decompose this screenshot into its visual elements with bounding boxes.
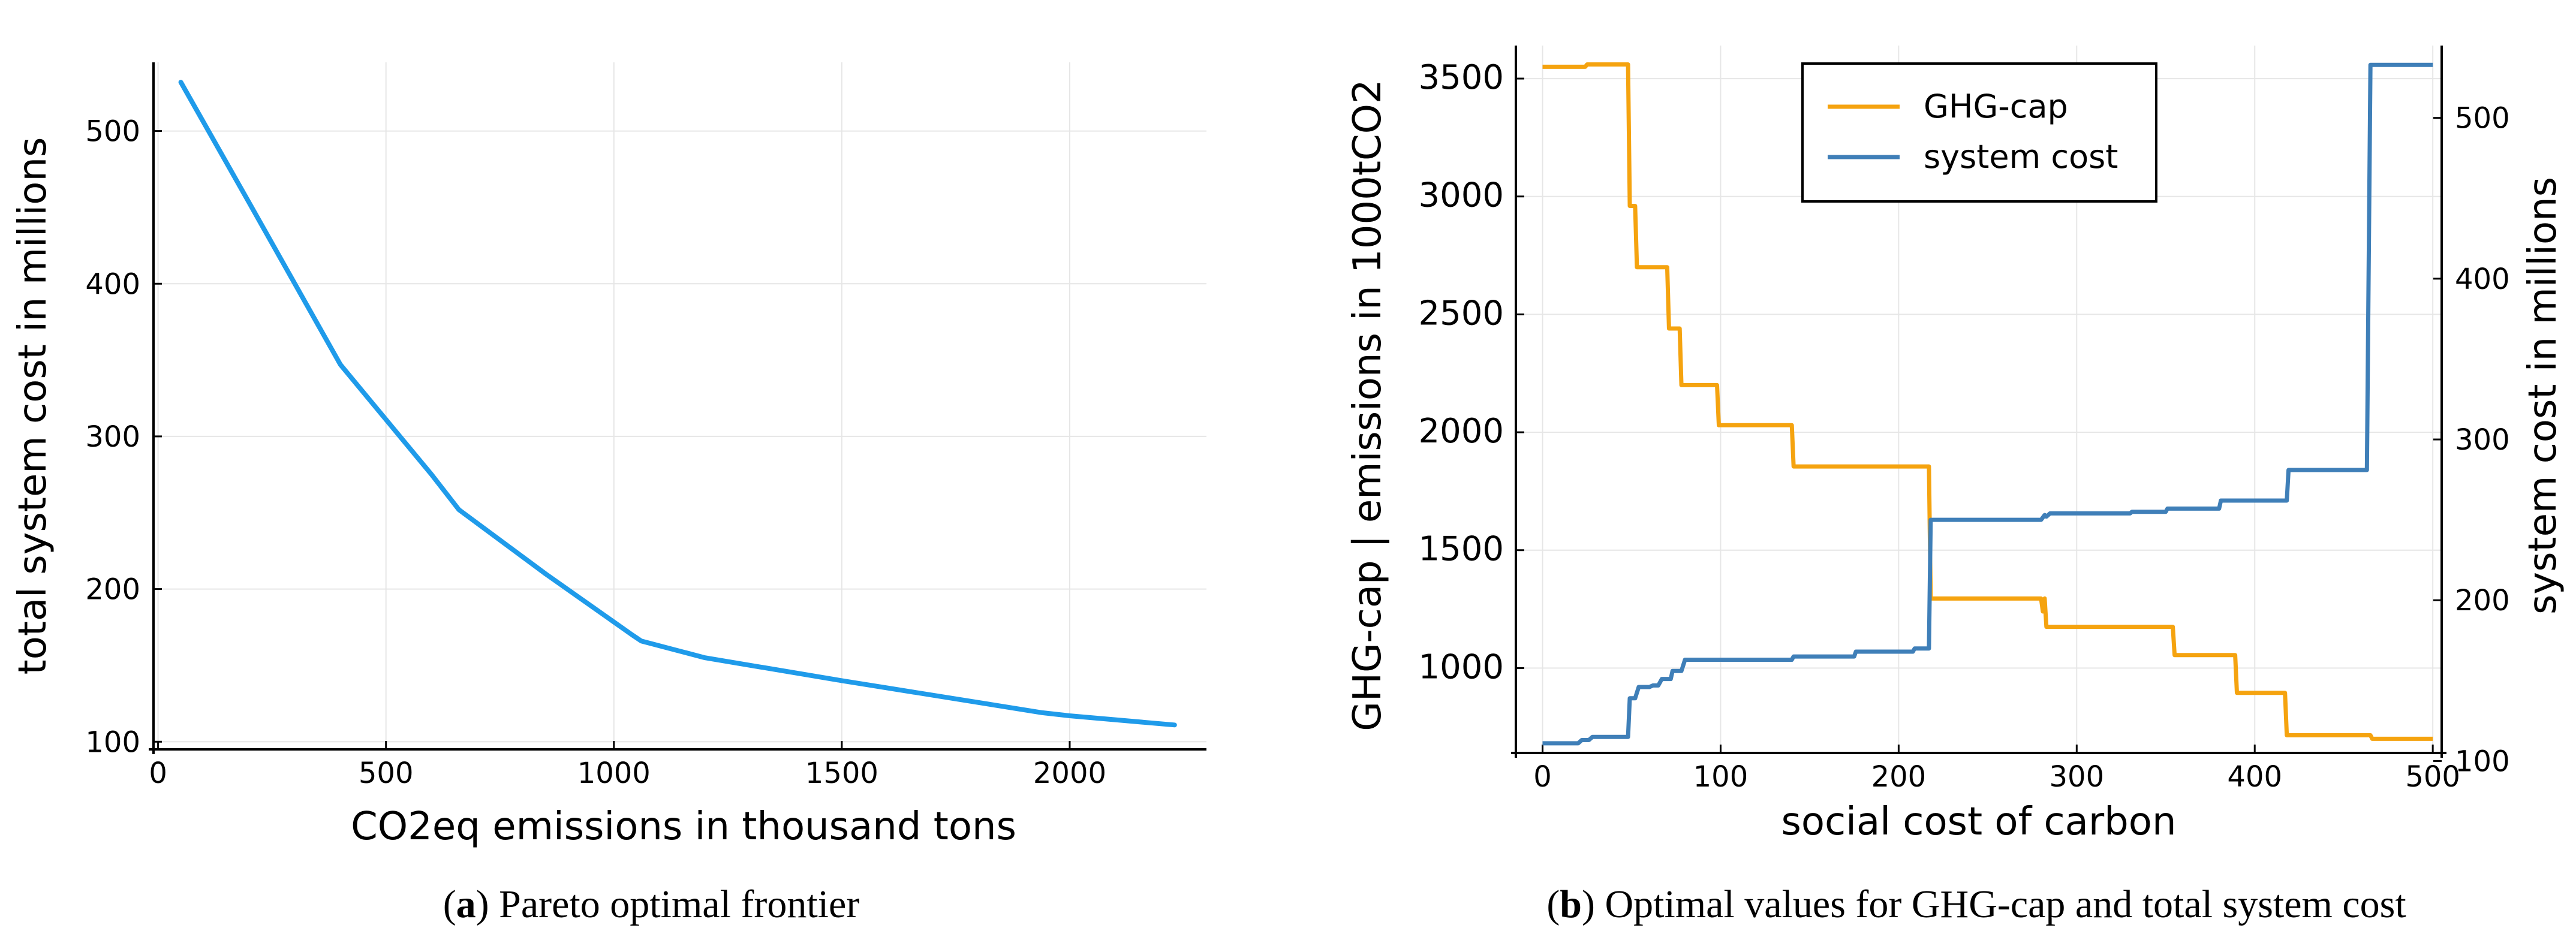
panel-a-x-tick-label: 1500 xyxy=(805,757,878,790)
panel-b-left-y-tick-label: 1500 xyxy=(1418,530,1504,569)
panel-a-y-tick-label: 200 xyxy=(85,573,140,607)
legend-box xyxy=(1801,62,2157,203)
panel-a-caption: (a) Pareto optimal frontier xyxy=(443,882,860,926)
panel-b-x-axis-label: social cost of carbon xyxy=(1781,800,2176,844)
panel-a-caption-letter: a xyxy=(456,882,476,926)
panel-a-grid xyxy=(154,62,1206,749)
panel-a-caption-text: Pareto optimal frontier xyxy=(499,882,859,926)
legend-label-ghg-cap: GHG-cap xyxy=(1924,88,2068,125)
panel-a-y-axis-label: total system cost in millions xyxy=(11,137,55,675)
panel-b-right-y-tick-label: 300 xyxy=(2455,423,2510,457)
panel-b-right-y-axis-label: system cost in millions xyxy=(2521,177,2565,614)
panel-a-x-axis-label: CO2eq emissions in thousand tons xyxy=(351,805,1016,849)
panel-a-y-tick-label: 300 xyxy=(85,420,140,454)
panel-b-x-tick-label: 200 xyxy=(1871,760,1927,794)
panel-b-caption-text: Optimal values for GHG-cap and total sys… xyxy=(1605,882,2406,926)
system-cost-line xyxy=(1542,62,2433,746)
panel-b-ticks: 0 100 200 300 400 500 1000 1500 2000 2500 3000 3500… xyxy=(1418,58,2509,794)
panel-a-y-tick-label: 500 xyxy=(85,115,140,149)
panel-b-left-y-tick-label: 2500 xyxy=(1418,294,1504,333)
panel-a-x-tick-label: 1000 xyxy=(577,757,651,790)
panel-a-y-tick-label: 400 xyxy=(85,267,140,301)
panel-a-x-tick-label: 500 xyxy=(359,757,414,790)
panel-a-ticks: 0 500 1000 1500 2000 100 200 300 400 500 xyxy=(85,115,1106,790)
panel-a-x-tick-label: 0 xyxy=(149,757,167,790)
pareto-frontier-line xyxy=(178,80,1177,728)
panel-b-right-y-tick-label: 500 xyxy=(2455,102,2510,135)
panel-b-right-y-tick-label: 100 xyxy=(2455,745,2510,778)
ghg-cap-line xyxy=(1542,62,2433,741)
panel-a-x-tick-label: 2000 xyxy=(1033,757,1106,790)
panel-b-optimal-values-chart: 0 100 200 300 400 500 1000 1500 2000 2500 3000 3500… xyxy=(1346,46,2565,926)
panel-b-left-y-tick-label: 1000 xyxy=(1418,647,1504,686)
panel-b-x-tick-label: 400 xyxy=(2227,760,2282,794)
panel-a-pareto-chart: 0 500 1000 1500 2000 100 200 300 400 500 CO2eq em… xyxy=(11,62,1206,926)
panel-b-x-tick-label: 0 xyxy=(1533,760,1552,794)
panel-b-x-tick-label: 500 xyxy=(2405,760,2460,794)
legend-label-system-cost: system cost xyxy=(1924,138,2118,176)
panel-b-right-y-tick-label: 200 xyxy=(2455,584,2510,617)
panel-b-x-tick-label: 100 xyxy=(1693,760,1749,794)
panel-b-legend: GHG-cap system cost xyxy=(1801,62,2157,203)
panel-a-y-tick-label: 100 xyxy=(85,725,140,759)
panel-b-x-tick-label: 300 xyxy=(2049,760,2104,794)
panel-b-right-y-tick-label: 400 xyxy=(2455,263,2510,296)
panel-b-caption: (b) Optimal values for GHG-cap and total… xyxy=(1546,882,2406,926)
panel-b-left-y-tick-label: 3000 xyxy=(1418,176,1504,215)
panel-b-left-y-tick-label: 3500 xyxy=(1418,58,1504,97)
panel-b-left-y-axis-label: GHG-cap | emissions in 1000tCO2 xyxy=(1346,79,1390,731)
panel-b-caption-letter: b xyxy=(1560,882,1582,926)
panel-b-left-y-tick-label: 2000 xyxy=(1418,412,1504,451)
